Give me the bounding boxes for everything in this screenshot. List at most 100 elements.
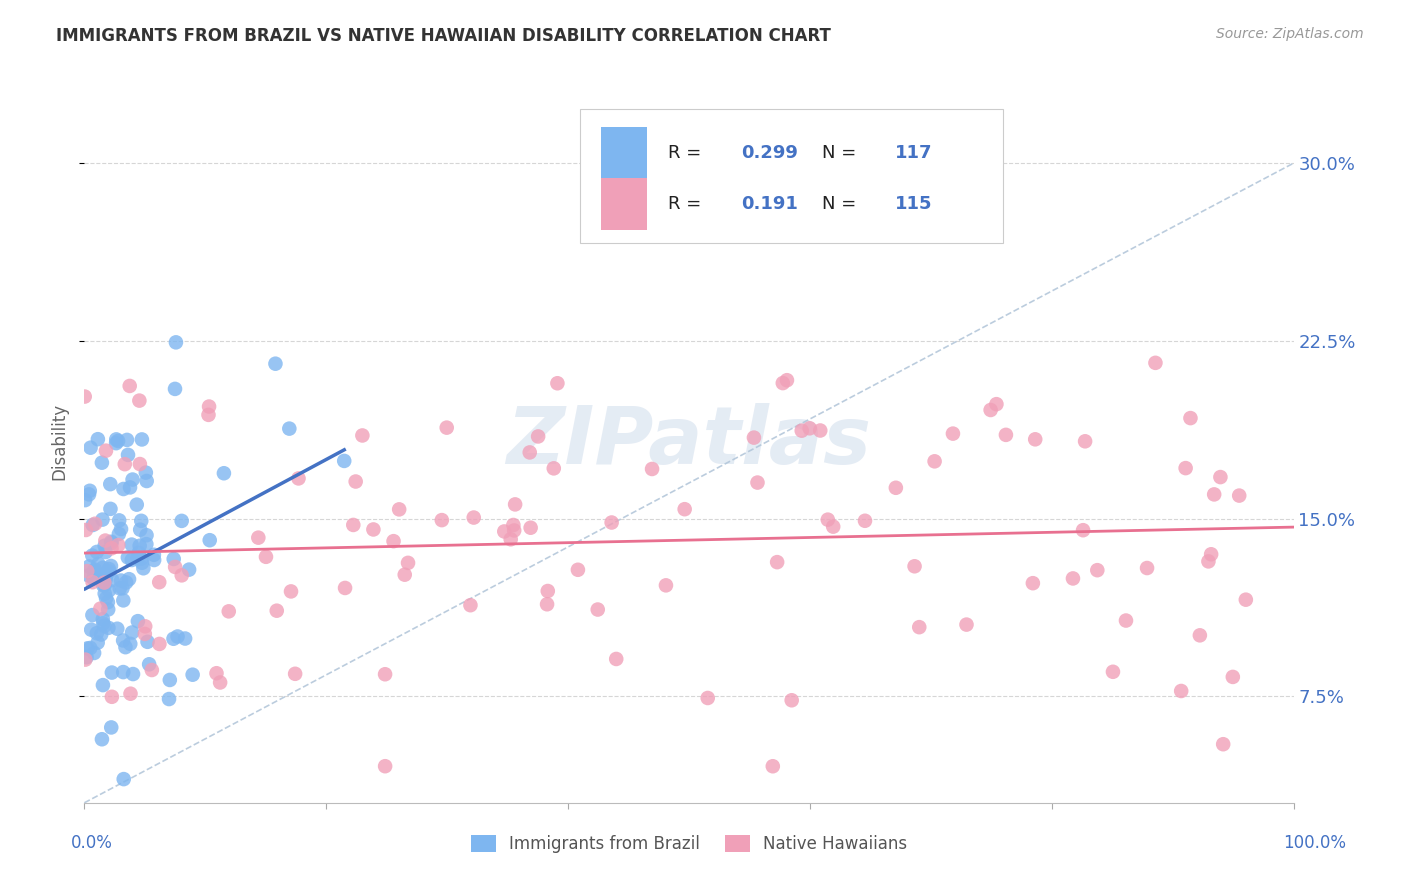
Point (121, 538, 143, 552)
Point (499, 533, 522, 547)
Point (278, 422, 301, 436)
Point (97, 595, 120, 609)
Point (110, 574, 132, 588)
Point (148, 637, 170, 651)
Point (543, 461, 565, 475)
Point (742, 431, 765, 445)
Point (280, 584, 302, 599)
Point (1102, 665, 1125, 679)
FancyBboxPatch shape (581, 109, 1004, 243)
Point (77, 568, 100, 582)
Point (98, 477, 121, 491)
Point (342, 518, 364, 533)
Point (97, 583, 120, 598)
Point (115, 433, 138, 447)
Point (254, 549, 277, 564)
Point (110, 522, 132, 536)
Point (772, 376, 794, 390)
Text: Source: ZipAtlas.com: Source: ZipAtlas.com (1216, 27, 1364, 41)
Point (82, 608, 104, 623)
Point (127, 614, 149, 628)
Point (519, 445, 541, 459)
Point (118, 379, 141, 393)
Point (460, 598, 482, 612)
Point (1188, 628, 1211, 642)
Point (980, 403, 1002, 417)
Point (100, 541, 122, 556)
Point (1212, 737, 1234, 751)
Point (762, 759, 785, 773)
Point (955, 617, 977, 632)
Point (114, 640, 136, 655)
Point (198, 533, 221, 548)
Point (128, 539, 150, 553)
Text: 100.0%: 100.0% (1284, 834, 1346, 852)
Point (266, 604, 288, 618)
Text: IMMIGRANTS FROM BRAZIL VS NATIVE HAWAIIAN DISABILITY CORRELATION CHART: IMMIGRANTS FROM BRAZIL VS NATIVE HAWAIIA… (56, 27, 831, 45)
Point (430, 513, 453, 527)
Point (131, 551, 153, 566)
Point (93, 539, 115, 553)
Point (128, 546, 150, 560)
Point (136, 635, 159, 649)
Point (134, 619, 156, 633)
Point (131, 556, 153, 570)
Point (93, 619, 115, 633)
Point (994, 428, 1017, 442)
Point (93, 578, 115, 592)
Point (673, 502, 696, 516)
Point (94, 533, 117, 548)
Point (747, 475, 769, 490)
Point (1180, 411, 1202, 425)
Point (122, 667, 145, 681)
Point (131, 433, 153, 447)
Point (1136, 561, 1159, 575)
Point (97, 621, 120, 635)
Point (388, 502, 411, 516)
Point (776, 373, 799, 387)
Point (97, 562, 120, 576)
Point (165, 560, 187, 574)
Point (284, 666, 307, 681)
Point (174, 632, 197, 646)
Point (148, 575, 170, 590)
Point (264, 357, 287, 371)
Point (86, 545, 108, 559)
Point (1222, 670, 1244, 684)
Point (82, 549, 104, 563)
Point (218, 604, 240, 618)
Point (112, 665, 135, 679)
Point (120, 687, 142, 701)
Point (94, 545, 117, 559)
Point (91, 561, 114, 575)
Point (91, 513, 114, 527)
Point (76, 650, 98, 665)
Point (94, 573, 117, 587)
Point (884, 481, 907, 495)
Text: ZIPatlas: ZIPatlas (506, 402, 872, 481)
Point (817, 513, 839, 527)
Point (87, 557, 110, 571)
Point (1062, 571, 1084, 585)
Point (82, 518, 104, 533)
Text: 0.299: 0.299 (741, 145, 797, 162)
FancyBboxPatch shape (600, 128, 647, 179)
Point (98, 565, 121, 579)
Point (655, 578, 678, 592)
Point (93, 575, 115, 590)
Point (120, 637, 142, 651)
Point (1085, 563, 1108, 577)
Point (586, 602, 609, 616)
Point (141, 663, 163, 677)
Point (94, 443, 117, 458)
Point (494, 524, 516, 539)
Point (82, 572, 104, 586)
Point (108, 582, 131, 596)
Point (117, 550, 139, 565)
Point (537, 584, 560, 599)
Point (94, 591, 117, 606)
Text: N =: N = (823, 194, 862, 213)
Point (641, 462, 664, 476)
Point (197, 408, 219, 422)
Point (436, 420, 458, 434)
